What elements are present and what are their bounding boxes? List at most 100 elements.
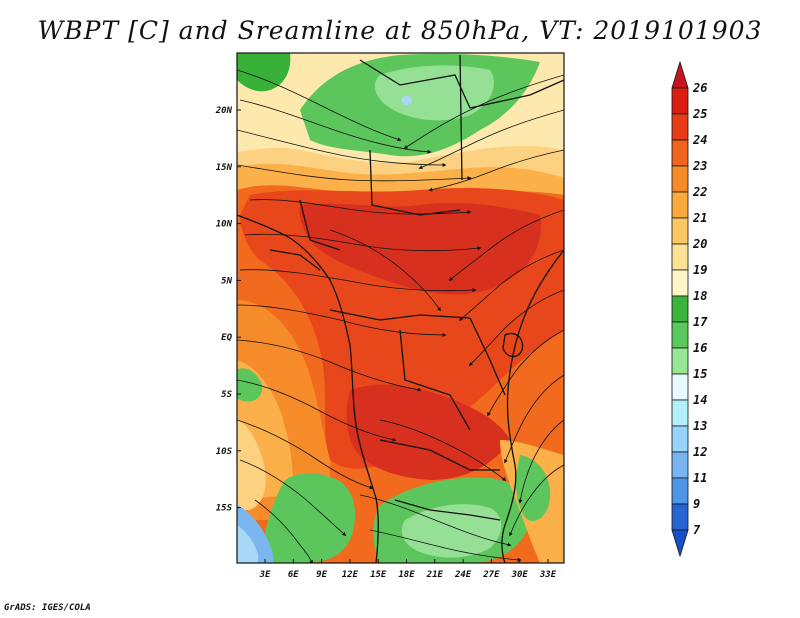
lat-tick-label: 5N: [221, 276, 232, 286]
colorbar-swatch: [671, 60, 689, 89]
streamline: [369, 529, 522, 562]
coastline-west-africa: [237, 214, 379, 563]
border-line: [469, 317, 506, 396]
streamline: [359, 494, 512, 547]
map-area[interactable]: [237, 53, 564, 563]
streamline: [504, 374, 564, 464]
colorbar-swatch: [671, 373, 689, 401]
colorbar-swatch: [671, 399, 689, 427]
lon-tick-label: 6E: [288, 570, 299, 580]
colorbar-label: 12: [693, 445, 707, 459]
colorbar-label: 13: [693, 419, 707, 433]
coastlines-borders: [237, 54, 564, 563]
colorbar-swatch: [671, 191, 689, 219]
lat-tick-label: EQ: [221, 333, 232, 343]
coastline-east-africa: [501, 249, 564, 563]
streamline: [458, 249, 564, 322]
colorbar-swatch: [671, 87, 689, 115]
streamline: [237, 69, 402, 142]
wbpt-hot-dark-central: [299, 203, 541, 295]
colorbar-swatch: [671, 269, 689, 297]
lat-tick-label: 5S: [221, 390, 232, 400]
streamline: [509, 464, 564, 537]
streamline: [239, 99, 432, 154]
colorbar-swatch: [671, 451, 689, 479]
map-frame: [236, 52, 565, 564]
border-line: [459, 54, 463, 181]
streamline: [448, 209, 564, 282]
lon-tick-label: 33E: [539, 570, 557, 580]
colorbar-swatch: [671, 165, 689, 193]
border-line: [469, 79, 564, 109]
colorbar-label: 17: [693, 315, 708, 329]
colorbar-label: 16: [693, 341, 707, 355]
wbpt-green-southeast: [515, 455, 551, 521]
colorbar-label: 20: [692, 237, 707, 251]
lat-tick-label: 15S: [216, 504, 233, 514]
longitude-axis: 3E 6E 9E 12E 15E 18E 21E 24E 27E 30E 33E: [259, 559, 557, 580]
lon-tick-label: 12E: [342, 570, 359, 580]
streamline: [403, 74, 564, 149]
streamline: [237, 339, 422, 392]
colorbar: 26 25 24 23 22 21 20 19 18 17 16 15 14 13 12 11 9 7: [671, 60, 708, 558]
lon-tick-label: 9E: [316, 570, 327, 580]
streamline: [418, 109, 564, 169]
border-line: [394, 499, 501, 521]
wbpt-green-west-coast: [237, 368, 263, 402]
colorbar-label: 7: [693, 523, 701, 537]
wbpt-orange-north: [237, 163, 564, 196]
border-line: [329, 309, 471, 321]
lon-tick-label: 27E: [482, 570, 500, 580]
map-title: WBPT [C] and Sreamline at 850hPa, VT: 20…: [37, 16, 763, 45]
border-line: [369, 149, 461, 216]
colorbar-label: 15: [693, 367, 707, 381]
colorbar-swatch: [671, 217, 689, 245]
colorbar-label: 26: [692, 81, 707, 95]
border-line: [379, 439, 500, 471]
colorbar-label: 18: [693, 289, 707, 303]
wbpt-blue-spot: [402, 95, 412, 105]
colorbar-label: 22: [692, 185, 707, 199]
colorbar-label: 19: [693, 263, 707, 277]
lake-victoria: [502, 332, 524, 358]
border-line: [399, 329, 471, 431]
lat-tick-label: 15N: [216, 163, 233, 173]
colorbar-label: 14: [693, 393, 707, 407]
streamline: [239, 459, 347, 537]
streamline: [237, 164, 472, 182]
lat-tick-label: 10S: [216, 447, 233, 457]
streamline: [237, 419, 374, 490]
colorbar-label: 23: [692, 159, 707, 173]
lon-tick-label: 30E: [511, 570, 529, 580]
lat-tick-label: 10N: [216, 220, 233, 230]
lat-tick-label: 20N: [215, 106, 233, 116]
streamline: [468, 289, 564, 367]
colorbar-swatch: [671, 529, 689, 558]
streamline: [428, 149, 564, 192]
streamline: [244, 233, 482, 252]
colorbar-swatch: [671, 347, 689, 375]
streamline: [237, 129, 447, 167]
streamline: [518, 419, 564, 504]
wbpt-green-light-south: [401, 504, 502, 558]
colorbar-swatch: [671, 477, 689, 505]
streamline: [254, 499, 313, 563]
border-line: [299, 199, 341, 251]
border-line: [359, 59, 471, 109]
colorbar-swatch: [671, 425, 689, 453]
streamline: [329, 229, 441, 312]
colorbar-label: 25: [692, 107, 707, 121]
colorbar-label: 21: [692, 211, 707, 225]
colorbar-swatch: [671, 321, 689, 349]
colorbar-swatch: [671, 139, 689, 167]
lon-tick-label: 3E: [259, 570, 271, 580]
colorbar-swatch: [671, 113, 689, 141]
streamline: [237, 304, 447, 337]
grads-credit: GrADS: IGES/COLA: [4, 603, 91, 613]
wbpt-green-north-light: [374, 65, 494, 121]
streamline: [237, 379, 397, 442]
latitude-axis: 20N 15N 10N 5N EQ 5S 10S 15S: [215, 106, 241, 514]
streamline: [239, 269, 477, 293]
border-line: [269, 249, 321, 271]
